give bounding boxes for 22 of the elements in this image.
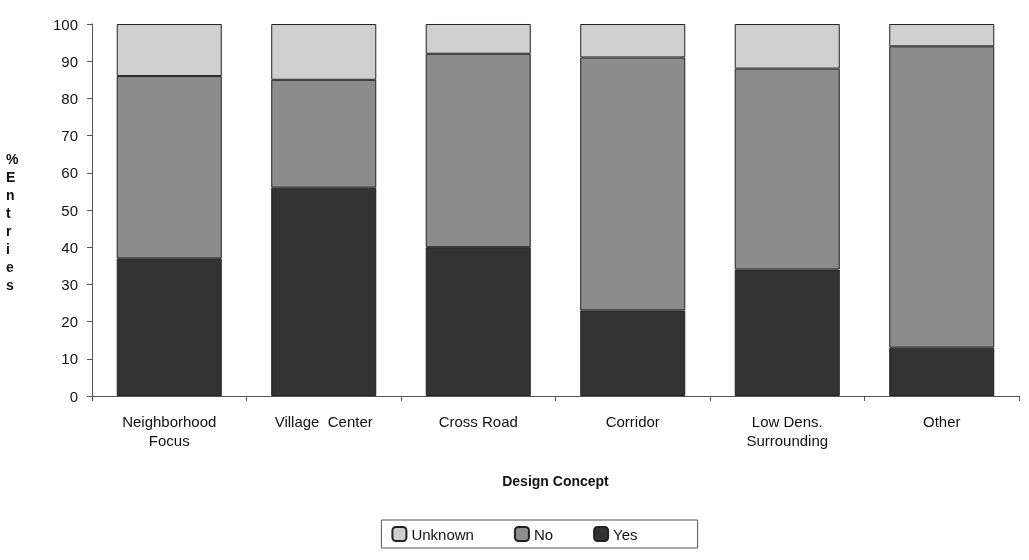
x-tick-label: Cross Road xyxy=(438,413,518,430)
y-axis-title: % Entries xyxy=(6,151,19,293)
y-tick-label: 50 xyxy=(61,201,78,219)
x-tick-label: Corridor xyxy=(605,413,660,430)
y-tick-label: 10 xyxy=(61,350,78,368)
x-tick-label: Low Dens. Surrounding xyxy=(746,413,829,449)
legend-label: Unknown xyxy=(411,525,474,543)
y-tick-label: 20 xyxy=(61,313,78,331)
y-tick-label: 100 xyxy=(52,15,78,33)
y-tick-label: 60 xyxy=(61,164,78,182)
legend-label: No xyxy=(533,525,554,543)
y-tick-label: 0 xyxy=(69,387,78,405)
y-tick-label: 90 xyxy=(61,52,78,70)
x-tick-label: Neighborhood Focus xyxy=(122,413,217,449)
y-tick-label: 40 xyxy=(61,238,78,256)
x-axis-title: Design Concept xyxy=(502,473,610,489)
x-tick-label: Other xyxy=(922,413,961,430)
y-tick-label: 80 xyxy=(61,89,78,107)
x-tick-label: Village Center xyxy=(274,413,373,430)
y-tick-label: 70 xyxy=(61,127,78,145)
y-tick-label: 30 xyxy=(61,275,78,293)
legend-label: Yes xyxy=(613,525,638,543)
